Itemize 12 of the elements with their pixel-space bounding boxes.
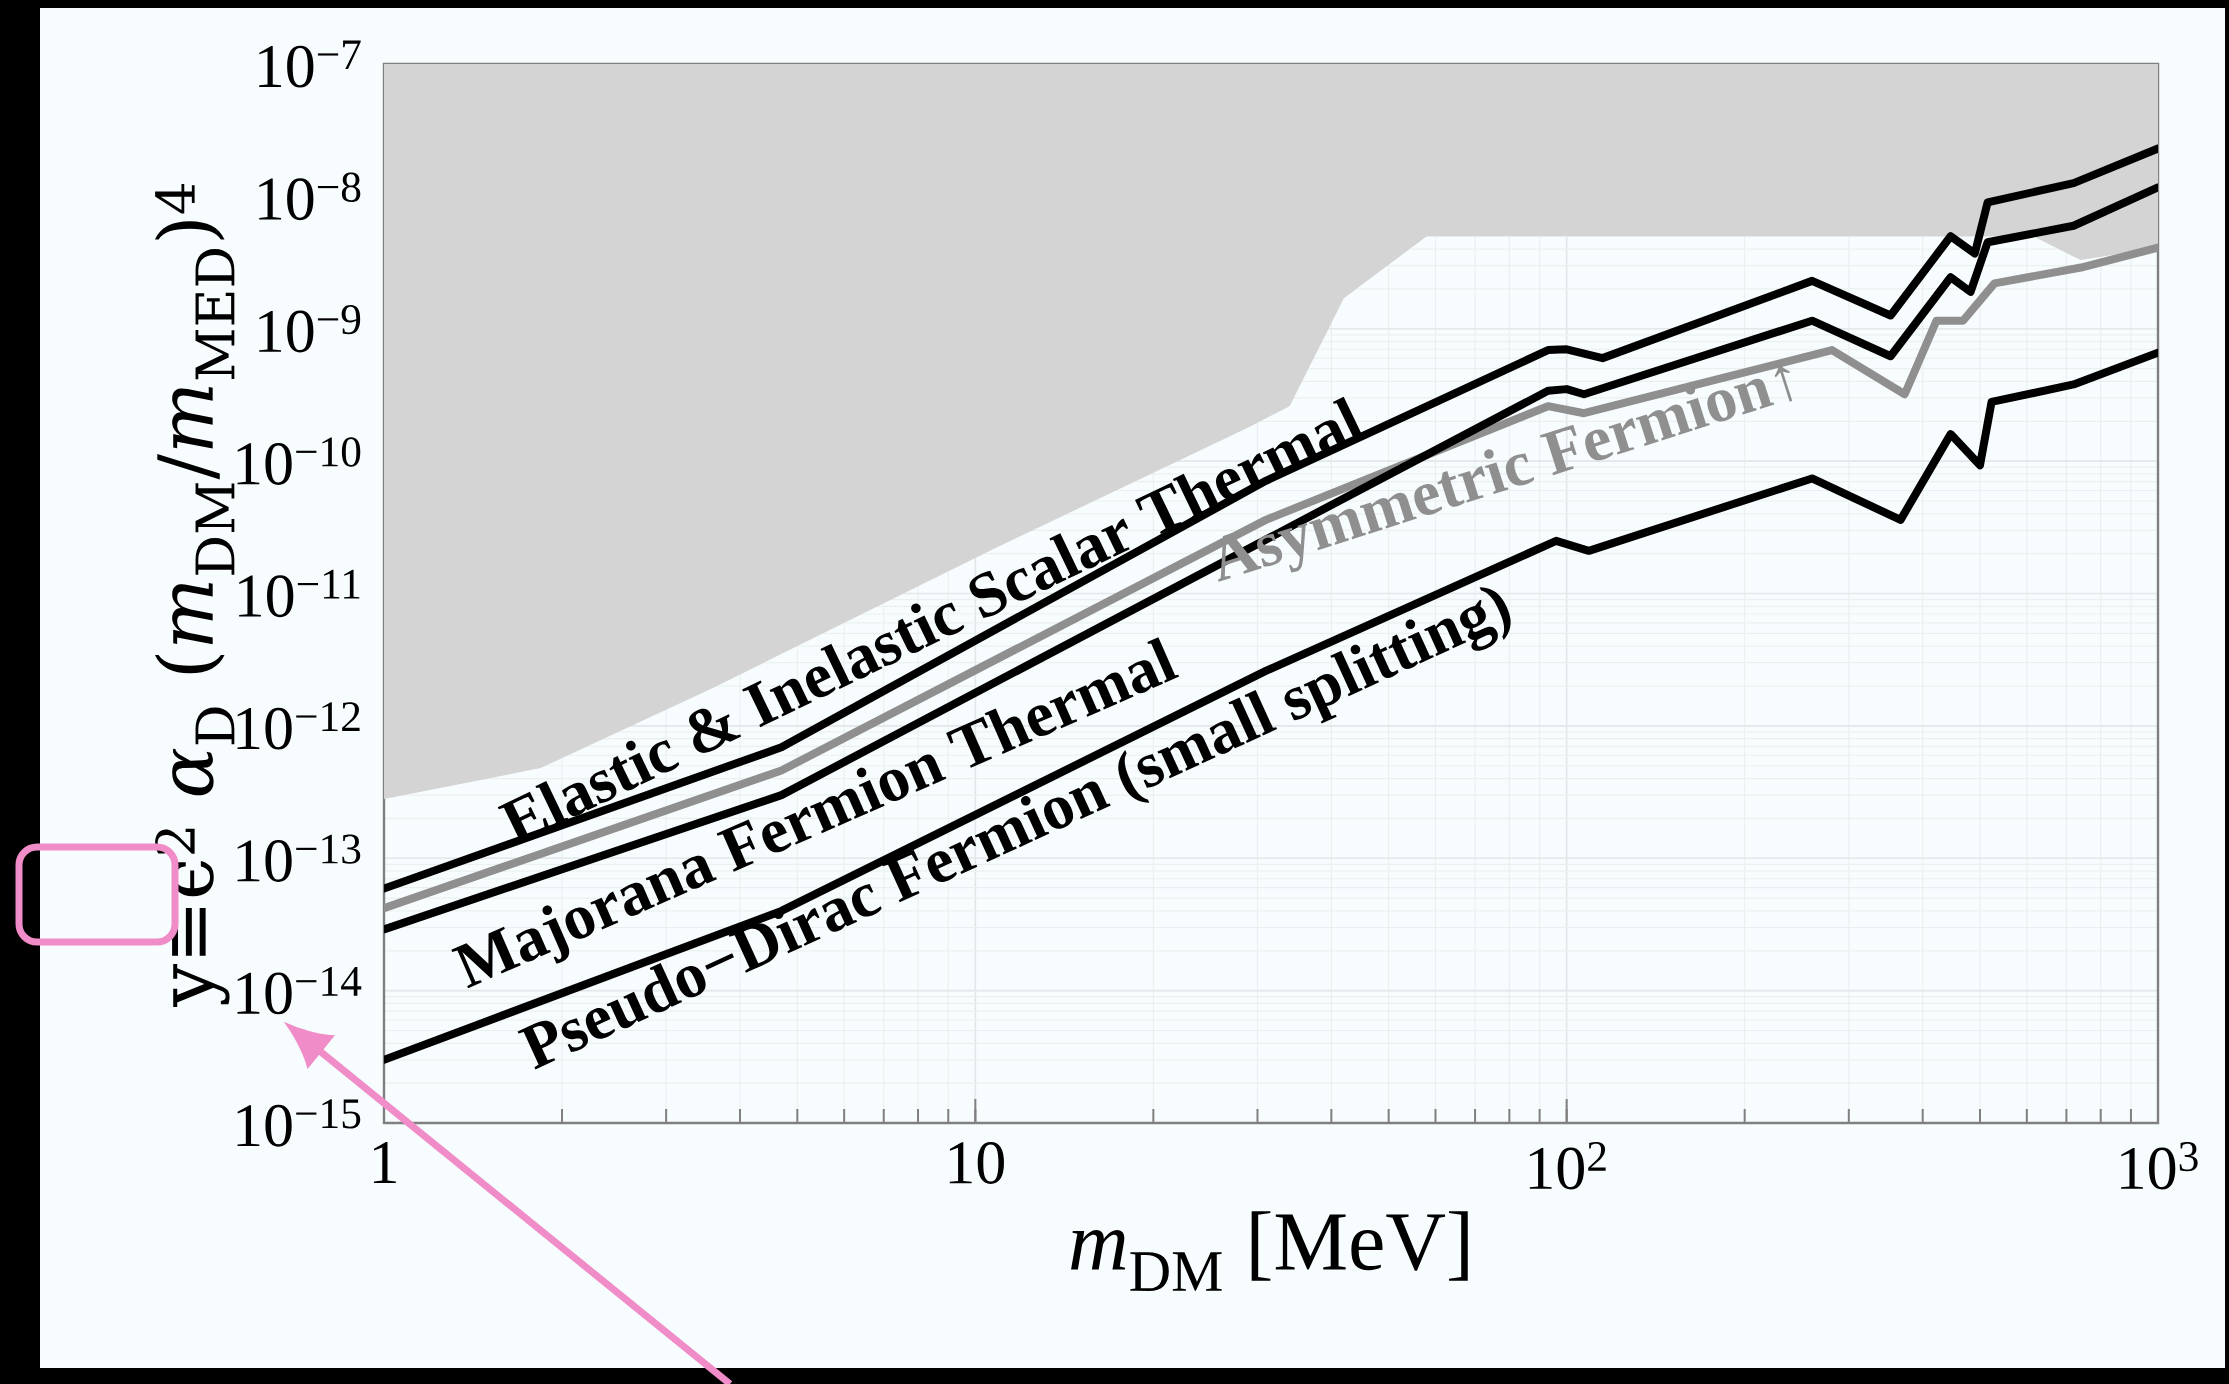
y-tick-label: 10$^{−12}$ — [237, 702, 360, 750]
y-tick-label: 10$^{−11}$ — [239, 569, 360, 618]
y-tick-label: 10$^{−13}$ — [237, 834, 361, 882]
x-tick-label: 10$^{3}$ — [2121, 1142, 2198, 1190]
x-tick-label: 10$^{2}$ — [1529, 1142, 1606, 1190]
y-tick-label: 10$^{−14}$ — [237, 966, 362, 1015]
y-tick-label: 10$^{−8}$ — [259, 172, 361, 221]
x-axis-title: m$_{DM}$ [MeV] — [1071, 1211, 1468, 1291]
x-tick-label: 10 — [949, 1142, 1004, 1184]
y-tick-label: 10$^{−7}$ — [259, 40, 361, 88]
y-tick-label: 10$^{−9}$ — [259, 305, 361, 353]
y-tick-label: 10$^{−10}$ — [237, 437, 361, 485]
